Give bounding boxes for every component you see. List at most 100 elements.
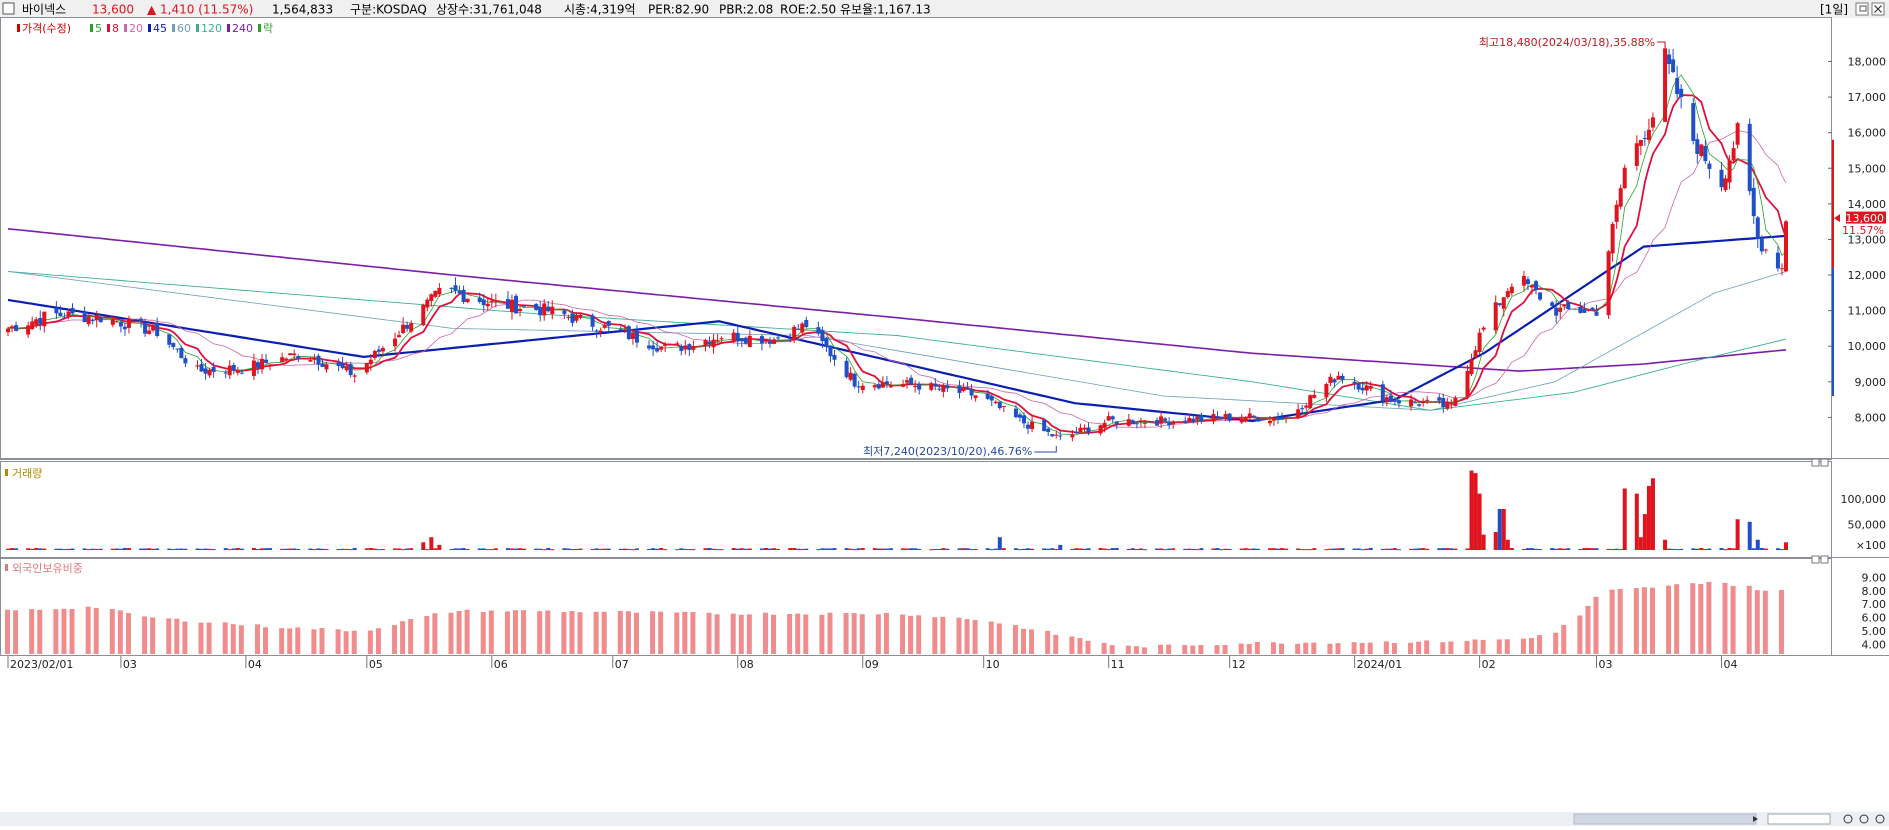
zoom-slider[interactable] — [1767, 813, 1831, 825]
foreign-bar — [1754, 590, 1760, 654]
candle-body — [1058, 435, 1063, 437]
volume-bar — [1384, 548, 1389, 550]
annotations: 최고18,480(2024/03/18),35.88% 최저7,240(2023/… — [863, 36, 1666, 458]
foreign-bar — [238, 625, 244, 654]
volume-bar — [409, 548, 414, 550]
candle-body — [1215, 416, 1220, 418]
volume-bar — [1691, 548, 1696, 550]
candle-body — [1070, 434, 1075, 438]
legend-marker — [196, 24, 199, 32]
candle-body — [913, 386, 918, 388]
reserve-ratio: 유보율:1,167.13 — [840, 3, 931, 17]
volume-bar — [465, 549, 470, 551]
candle-body — [1050, 434, 1055, 437]
volume-bar — [1699, 548, 1704, 550]
foreign-bar — [1504, 639, 1510, 654]
volume-bar — [167, 548, 172, 550]
price-tick-label: 9,000 — [1855, 376, 1887, 389]
volume-bar — [1421, 548, 1426, 550]
foreign-bar — [1295, 643, 1301, 654]
candle-body — [634, 330, 639, 343]
foreign-bar — [601, 611, 607, 654]
candle-body — [348, 364, 353, 376]
scroll-right-icon[interactable] — [1753, 816, 1758, 822]
date-axis: 2023/02/01 03 04 05 06 07 08 09 10 11 12 2024/01 02 0… — [7, 656, 1737, 671]
ma20-line — [7, 130, 1787, 429]
volume-bar — [816, 549, 821, 551]
foreign-bar — [569, 610, 575, 654]
candle-body — [485, 303, 490, 307]
foreign-bar — [1778, 589, 1784, 654]
foreign-bar — [1722, 582, 1728, 654]
zoom-out-icon[interactable] — [1875, 814, 1885, 824]
legend-label: 120 — [201, 22, 222, 35]
candle-body — [1098, 425, 1103, 434]
zoom-reset-icon[interactable] — [1843, 814, 1853, 824]
candle-body — [1227, 413, 1232, 421]
candle-body — [1368, 386, 1373, 389]
candle-body — [62, 317, 67, 319]
volume-bar — [1227, 548, 1232, 550]
candle-body — [1646, 129, 1651, 140]
candle-body — [255, 362, 260, 368]
volume-bar — [578, 548, 583, 550]
menu-checkbox[interactable] — [2, 2, 15, 15]
foreign-bar — [1335, 643, 1341, 654]
date-tick-label: 09 — [865, 658, 879, 671]
volume-bar — [957, 548, 962, 550]
candle-body — [1525, 279, 1530, 284]
foreign-bar — [1706, 581, 1712, 654]
volume-bar — [1086, 548, 1091, 550]
volume-bar — [1336, 548, 1341, 550]
foreign-bar — [1762, 590, 1768, 654]
legend-marker — [172, 24, 175, 32]
volume-bar — [239, 548, 244, 550]
foreign-ownership-panel: 외국인보유비중 4.005.006.007.008.009.00 — [5, 562, 1886, 654]
foreign-bar — [1311, 642, 1317, 654]
candle-body — [401, 324, 406, 333]
candle-body — [1134, 423, 1139, 425]
scrollbar-thumb[interactable] — [1573, 813, 1757, 825]
volume-bar — [1784, 542, 1788, 550]
volume-bar — [901, 548, 906, 550]
volume-bar — [945, 548, 950, 550]
foreign-bar — [1577, 615, 1583, 654]
high-annotation-arrow — [1657, 41, 1666, 48]
candle-body — [183, 358, 188, 364]
ma8-line — [7, 94, 1787, 435]
scrollbar-track[interactable] — [0, 812, 1889, 826]
foreign-bar — [166, 618, 172, 654]
volume-bar — [1171, 548, 1176, 550]
candle-body — [1562, 304, 1567, 307]
candle-body — [1703, 145, 1708, 162]
candle-body — [175, 348, 180, 350]
candle-body — [550, 306, 555, 315]
volume-bar — [1755, 539, 1760, 550]
candle-body — [1199, 415, 1204, 421]
volume-bar — [324, 549, 329, 551]
candle-body — [1388, 395, 1393, 402]
volume-bar — [1719, 548, 1724, 550]
candle-body — [1054, 434, 1059, 436]
candle-body — [122, 326, 127, 330]
volume-bar — [1610, 549, 1615, 551]
foreign-bar — [674, 612, 680, 654]
candle-body — [909, 377, 914, 385]
candle-body — [340, 362, 345, 369]
foreign-bar — [424, 616, 430, 654]
legend-label: 240 — [232, 22, 253, 35]
candle-body — [1751, 187, 1756, 217]
volume-bar — [1030, 548, 1035, 550]
volume-bar — [1380, 548, 1385, 550]
candle-body — [546, 306, 551, 312]
zoom-in-icon[interactable] — [1859, 814, 1869, 824]
volume-bar — [38, 548, 43, 550]
candle-body — [320, 363, 325, 367]
period-button[interactable]: [1일] — [1820, 3, 1848, 17]
foreign-bar — [488, 610, 494, 654]
volume-bar — [1078, 548, 1083, 550]
candle-body — [969, 390, 974, 396]
volume-legend-label: 거래량 — [12, 467, 42, 480]
foreign-legend-marker — [5, 564, 8, 571]
candle-body — [231, 364, 236, 371]
